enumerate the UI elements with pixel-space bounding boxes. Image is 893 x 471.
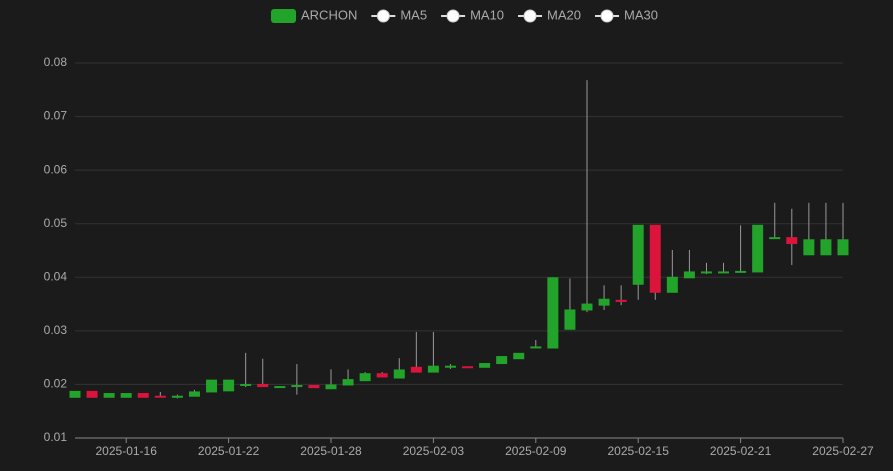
candle-body (632, 224, 644, 285)
candle-body (274, 386, 286, 389)
legend-label: ARCHON (301, 7, 357, 22)
candle-body (581, 303, 593, 311)
y-tick-label: 0.06 (44, 162, 68, 176)
candle-body (598, 298, 610, 306)
candle-body (615, 299, 627, 302)
x-tick-label: 2025-02-21 (710, 444, 772, 458)
candle-body (223, 379, 235, 392)
legend-item[interactable]: MA20 (518, 7, 581, 23)
x-tick-label: 2025-01-16 (96, 444, 158, 458)
candle-body (240, 383, 252, 386)
legend-swatch (271, 9, 296, 23)
x-tick-label: 2025-02-09 (505, 444, 567, 458)
candle-body (803, 239, 815, 256)
candle-body (427, 365, 439, 373)
candle-body (154, 395, 166, 398)
legend-dot (446, 9, 460, 23)
candle-body (393, 369, 405, 379)
legend-item[interactable]: MA30 (595, 7, 658, 23)
y-tick-label: 0.03 (44, 323, 68, 337)
candle-body (291, 385, 303, 388)
legend-item[interactable]: MA5 (371, 7, 427, 23)
candle-body (769, 237, 781, 240)
y-tick-label: 0.08 (44, 55, 68, 69)
candle-body (564, 309, 576, 330)
legend-dot (376, 9, 390, 23)
candle-body (837, 239, 849, 256)
candle-body (137, 393, 149, 398)
candle-body (735, 270, 747, 273)
candle-body (342, 379, 354, 386)
candle-body (649, 224, 661, 293)
candle-body (718, 271, 730, 274)
candle-body (786, 237, 798, 245)
y-tick-label: 0.01 (44, 430, 68, 444)
candle-body (462, 366, 474, 369)
candle-body (683, 271, 695, 279)
candle-body (700, 271, 712, 274)
x-tick-label: 2025-02-15 (608, 444, 670, 458)
candle-body (666, 276, 678, 293)
candle-body (69, 390, 81, 398)
candle-body (410, 366, 422, 373)
y-tick-label: 0.02 (44, 377, 68, 391)
candle-body (257, 383, 269, 388)
candle-body (188, 391, 200, 397)
legend-label: MA10 (470, 7, 504, 22)
candle-body (752, 224, 764, 273)
candle-body (325, 384, 337, 390)
candle-body (120, 393, 132, 398)
candle-body (308, 385, 320, 389)
candle-body (206, 379, 218, 393)
x-tick-label: 2025-02-03 (403, 444, 465, 458)
y-tick-label: 0.04 (44, 269, 68, 283)
candle-body (547, 277, 559, 349)
legend-label: MA20 (547, 7, 581, 22)
candle-body (444, 365, 456, 368)
x-tick-label: 2025-01-28 (300, 444, 362, 458)
x-tick-label: 2025-02-27 (812, 444, 874, 458)
candle-body (359, 373, 371, 382)
legend-item[interactable]: MA10 (441, 7, 504, 23)
legend-dot (600, 9, 614, 23)
y-tick-label: 0.07 (44, 109, 68, 123)
legend-label: MA30 (624, 7, 658, 22)
legend-dot (523, 9, 537, 23)
y-tick-label: 0.05 (44, 216, 68, 230)
candle-body (513, 352, 525, 360)
candle-body (103, 393, 115, 398)
candle-body (479, 363, 491, 368)
candle-body (86, 390, 98, 398)
candle-body (820, 239, 832, 256)
candle-body (376, 373, 388, 378)
candle-body (530, 346, 542, 349)
x-tick-label: 2025-01-22 (198, 444, 260, 458)
candle-body (171, 395, 183, 398)
legend-item[interactable]: ARCHON (271, 7, 357, 23)
legend-label: MA5 (400, 7, 427, 22)
candle-body (496, 356, 508, 365)
